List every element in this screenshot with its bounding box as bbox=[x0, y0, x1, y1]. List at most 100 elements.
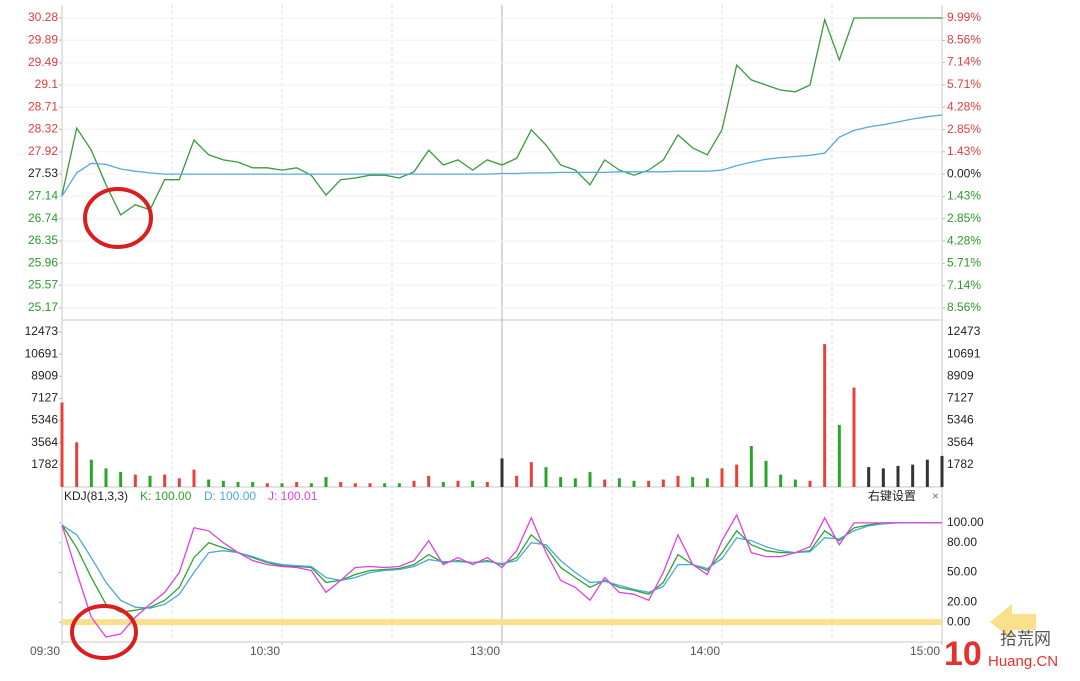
y-tick-label: 28.71 bbox=[28, 99, 58, 113]
x-tick-label: 09:30 bbox=[30, 644, 60, 658]
volume-bar bbox=[749, 445, 753, 487]
volume-bar bbox=[529, 462, 533, 487]
volume-bar bbox=[559, 477, 563, 487]
volume-bar bbox=[911, 464, 915, 487]
y2-tick-label: 9.99% bbox=[947, 10, 981, 24]
volume-bar bbox=[397, 483, 401, 487]
volume-bar bbox=[280, 483, 284, 487]
volume-bar bbox=[324, 477, 328, 487]
volume-bar bbox=[867, 467, 871, 487]
plot-layer: 30.28 29.89 29.49 29.1 28.71 28.32 27.92 27.53 2… bbox=[25, 5, 984, 658]
y-tick-label-right: 8909 bbox=[947, 368, 974, 382]
volume-bar bbox=[925, 459, 929, 487]
series-line bbox=[61, 17, 942, 216]
volume-bar bbox=[705, 478, 709, 487]
volume-bar bbox=[119, 472, 123, 487]
y-tick-label: 27.92 bbox=[28, 144, 58, 158]
volume-bar bbox=[603, 479, 607, 487]
annotation-circle bbox=[70, 604, 138, 660]
menu-label[interactable]: 右键设置 bbox=[868, 488, 916, 503]
volume-bar bbox=[368, 483, 372, 487]
watermark-name: 拾荒网 bbox=[1000, 629, 1051, 648]
y-tick-label-right: 3564 bbox=[947, 435, 974, 449]
volume-bar bbox=[339, 482, 343, 487]
y2-tick-label: 5.71% bbox=[947, 256, 981, 270]
y-tick-label-right: 50.00 bbox=[947, 565, 977, 579]
y-tick-label-right: 20.00 bbox=[947, 594, 977, 608]
legend-entry: J: 100.01 bbox=[268, 489, 318, 503]
volume-bar bbox=[515, 475, 519, 487]
volume-bar bbox=[823, 344, 827, 487]
y-tick-label: 1782 bbox=[31, 457, 58, 471]
y2-tick-label: 7.14% bbox=[947, 278, 981, 292]
y2-tick-label: 0.00% bbox=[947, 166, 981, 180]
y2-tick-label: 1.43% bbox=[947, 144, 981, 158]
series-line bbox=[61, 114, 943, 197]
y2-tick-label: 2.85% bbox=[947, 122, 981, 136]
volume-bar bbox=[500, 458, 504, 487]
y-tick-label: 29.1 bbox=[35, 77, 59, 91]
y2-tick-label: 5.71% bbox=[947, 77, 981, 91]
y-tick-label: 10691 bbox=[25, 346, 59, 360]
x-tick-label: 13:00 bbox=[470, 644, 500, 658]
watermark-logo: 10 bbox=[944, 635, 982, 673]
y-tick-label: 12473 bbox=[25, 324, 59, 338]
volume-bar bbox=[75, 442, 79, 487]
volume-bar bbox=[573, 478, 577, 487]
volume-bar bbox=[676, 475, 680, 487]
annotation-arrow bbox=[990, 604, 1036, 640]
y-tick-label: 26.35 bbox=[28, 233, 58, 247]
volume-bar bbox=[793, 479, 797, 487]
volume-bar bbox=[148, 475, 152, 487]
series-line bbox=[61, 513, 942, 638]
y-tick-label: 25.17 bbox=[28, 300, 58, 314]
volume-bar bbox=[133, 474, 137, 487]
volume-bar bbox=[192, 469, 196, 487]
volume-bar bbox=[251, 482, 255, 487]
y-tick-label: 25.96 bbox=[28, 255, 58, 269]
volume-bar bbox=[617, 478, 621, 487]
kdj-title: KDJ(81,3,3) bbox=[64, 489, 128, 503]
volume-bar bbox=[691, 477, 695, 487]
volume-bar bbox=[661, 479, 665, 487]
y-tick-label: 26.74 bbox=[28, 211, 58, 225]
close-button[interactable]: × bbox=[932, 489, 939, 503]
y-tick-label-right: 80.00 bbox=[947, 535, 977, 549]
volume-bar bbox=[940, 455, 944, 487]
y-tick-label: 8909 bbox=[31, 368, 58, 382]
y-tick-label-right: 0.00 bbox=[947, 614, 971, 628]
y2-tick-label: 8.56% bbox=[947, 33, 981, 47]
y-tick-label: 27.14 bbox=[28, 188, 58, 202]
volume-bar bbox=[441, 482, 445, 487]
volume-bar bbox=[588, 472, 592, 487]
volume-bar bbox=[221, 480, 225, 487]
y-tick-label: 29.89 bbox=[28, 32, 58, 46]
y-tick-label: 7127 bbox=[31, 391, 58, 405]
volume-bar bbox=[383, 483, 387, 487]
y2-tick-label: 7.14% bbox=[947, 55, 981, 69]
volume-bar bbox=[412, 480, 416, 487]
volume-bar bbox=[471, 480, 475, 487]
volume-bar bbox=[881, 468, 885, 487]
volume-bar bbox=[764, 460, 768, 487]
legend-entry: K: 100.00 bbox=[140, 489, 192, 503]
volume-bar bbox=[353, 483, 357, 487]
y2-tick-label: 2.85% bbox=[947, 211, 981, 225]
y-tick-label-right: 100.00 bbox=[947, 515, 984, 529]
volume-bar bbox=[427, 475, 431, 487]
y-tick-label: 5346 bbox=[31, 413, 58, 427]
y-tick-label-right: 1782 bbox=[947, 457, 974, 471]
volume-bar bbox=[544, 467, 548, 487]
volume-bar bbox=[720, 468, 724, 487]
volume-bar bbox=[779, 474, 783, 487]
x-tick-label: 10:30 bbox=[250, 644, 280, 658]
volume-bar bbox=[852, 387, 856, 487]
y-tick-label: 28.32 bbox=[28, 121, 58, 135]
volume-bar bbox=[89, 459, 93, 487]
volume-bar bbox=[295, 482, 299, 487]
y-tick-label: 25.57 bbox=[28, 277, 58, 291]
volume-bar bbox=[808, 480, 812, 487]
y-tick-label: 30.28 bbox=[28, 10, 58, 24]
volume-bar bbox=[485, 482, 489, 487]
